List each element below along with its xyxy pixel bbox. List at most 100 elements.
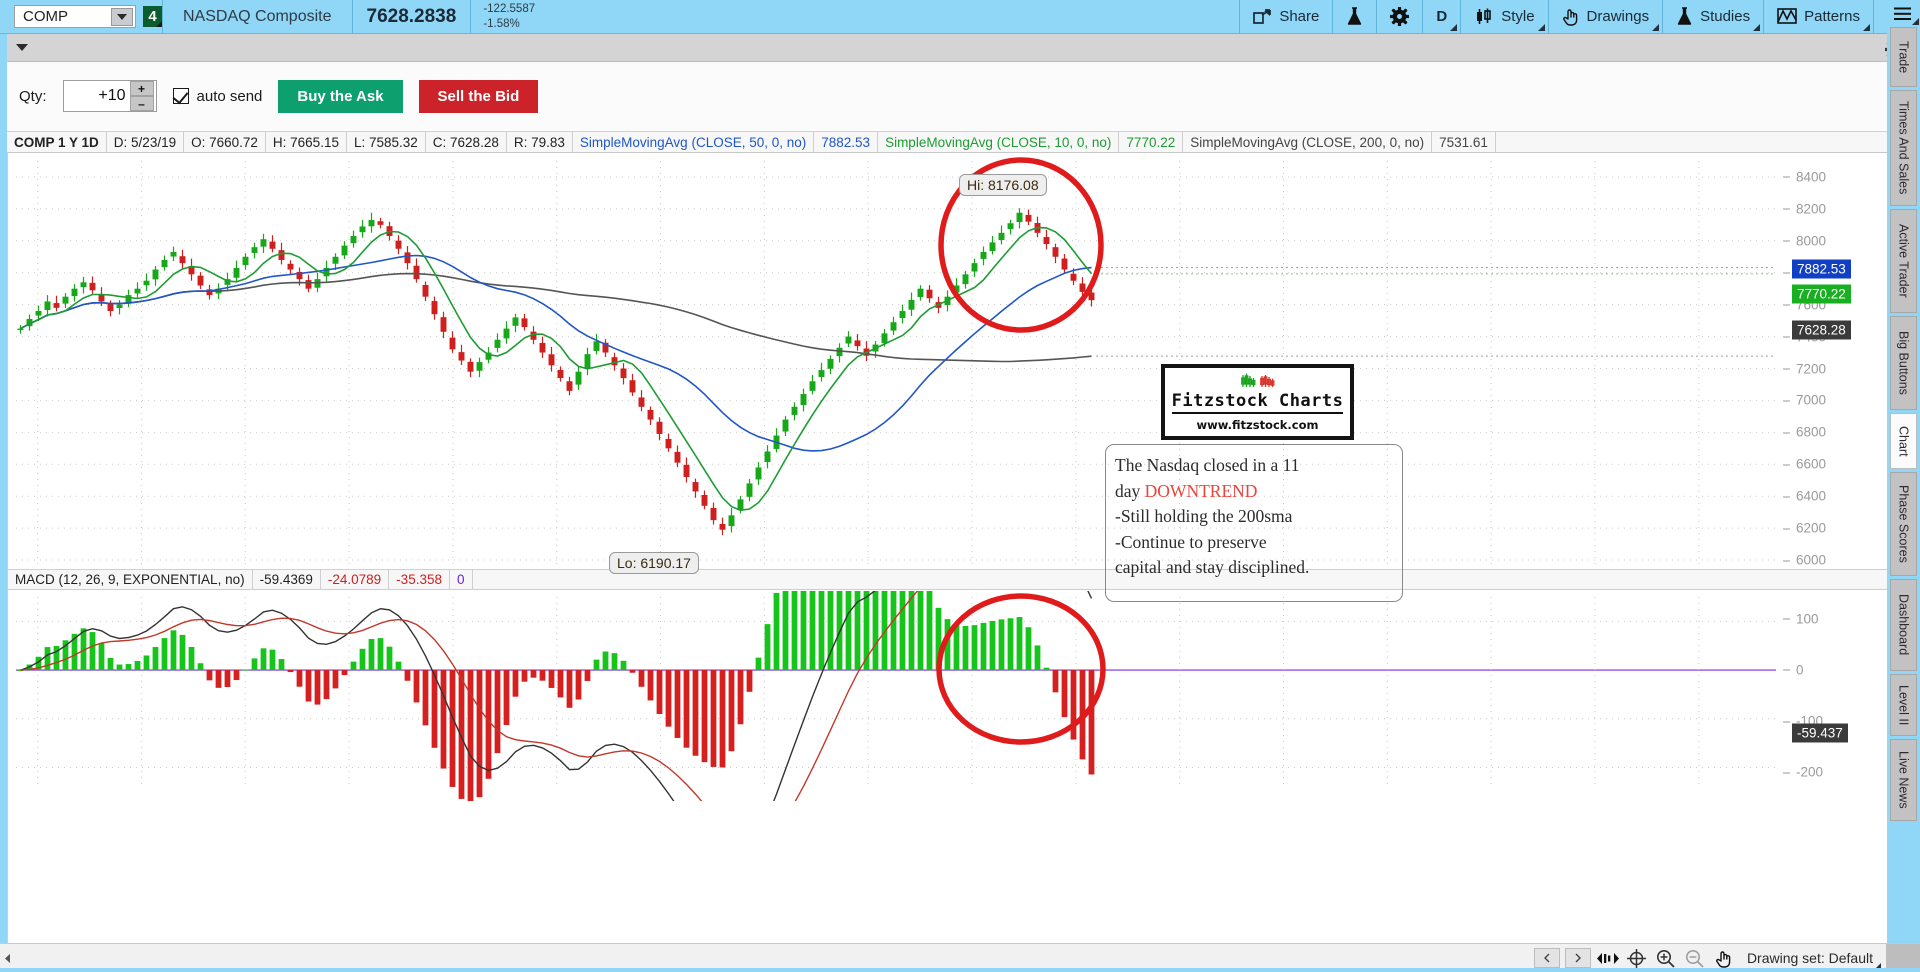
drawing-set-label[interactable]: Drawing set: Default [1741, 950, 1881, 970]
sidebar-tab-trade[interactable]: Trade [1890, 27, 1917, 87]
candle-body [530, 331, 537, 340]
pan-left-button[interactable] [1533, 948, 1560, 968]
sell-the-bid-button[interactable]: Sell the Bid [418, 79, 539, 113]
quantity-stepper[interactable]: +10 + – [62, 80, 157, 112]
macd-histogram-bar [350, 661, 357, 671]
status-bar: Drawing set: Default [0, 943, 1920, 972]
flask-tools-button[interactable] [1333, 0, 1376, 34]
macd-histogram-bar [368, 639, 375, 671]
candle-body [26, 319, 33, 327]
drawing-set-value: Drawing set: Default [1746, 950, 1873, 966]
studies-button[interactable]: Studies [1663, 0, 1763, 34]
crosshair-button[interactable] [1625, 947, 1649, 969]
scroll-left-button[interactable] [0, 944, 14, 972]
sma50-label[interactable]: SimpleMovingAvg (CLOSE, 50, 0, no) [573, 131, 815, 153]
moving-average-line [20, 254, 1092, 452]
macd-histogram-bar [44, 647, 51, 671]
sidebar-tab-active-trader[interactable]: Active Trader [1890, 209, 1917, 313]
expand-compress-button[interactable] [1596, 947, 1620, 969]
macd-histogram-bar [809, 591, 816, 671]
zoom-in-button[interactable] [1654, 947, 1678, 969]
macd-histogram-bar [161, 638, 168, 671]
sma200-label[interactable]: SimpleMovingAvg (CLOSE, 200, 0, no) [1183, 131, 1433, 153]
style-button[interactable]: Style [1461, 0, 1547, 34]
drawings-button[interactable]: Drawings [1549, 0, 1663, 34]
macd-histogram-bar [944, 619, 951, 671]
candle-body [791, 406, 798, 415]
share-button[interactable]: Share [1240, 0, 1332, 34]
chart-number-badge[interactable]: 4 [143, 6, 162, 27]
candle-body [800, 394, 807, 406]
macd-histogram-bar [1016, 617, 1023, 671]
sidebar-tab-live-news[interactable]: Live News [1890, 739, 1917, 821]
macd-histogram-bar [1034, 645, 1041, 671]
pan-right-button[interactable] [1564, 948, 1591, 968]
macd-histogram-bar [746, 670, 753, 692]
macd-histogram-bar [611, 653, 618, 671]
macd-histogram-bar [467, 670, 474, 801]
macd-histogram-bar [359, 648, 366, 671]
divider [162, 0, 163, 34]
price-axis-tick: 6600 [1782, 456, 1827, 472]
sidebar-tab-label: Active Trader [1896, 224, 1911, 298]
settings-button[interactable] [1377, 0, 1422, 34]
sidebar-menu-button[interactable] [1887, 0, 1920, 27]
patterns-button[interactable]: Patterns [1764, 0, 1873, 34]
candle-body [107, 303, 114, 312]
macd-label[interactable]: MACD (12, 26, 9, EXPONENTIAL, no) [8, 569, 253, 590]
price-axis-tick: 7000 [1782, 392, 1827, 408]
macd-histogram-bar [845, 591, 852, 671]
sidebar-tab-phase-scores[interactable]: Phase Scores [1890, 472, 1917, 576]
macd-histogram-bar [404, 670, 411, 681]
sidebar-tab-dashboard[interactable]: Dashboard [1890, 579, 1917, 671]
sidebar-tab-label: Trade [1896, 40, 1911, 74]
symbol-selector[interactable]: COMP 4 [0, 5, 162, 28]
quantity-decrement-button[interactable]: – [129, 96, 154, 111]
candle-body [197, 275, 204, 286]
candle-body [485, 352, 492, 360]
candle-body [953, 285, 960, 293]
macd-histogram-bar [62, 640, 69, 671]
hamburger-icon [1894, 7, 1911, 20]
sidebar-tab-chart[interactable]: Chart [1890, 413, 1917, 469]
macd-histogram-bar [233, 670, 240, 681]
auto-send-checkbox[interactable] [172, 88, 189, 104]
sidebar-tab-big-buttons[interactable]: Big Buttons [1890, 316, 1917, 410]
sidebar-tab-times-and-sales[interactable]: Times And Sales [1890, 90, 1917, 206]
symbol-input[interactable]: COMP [14, 5, 136, 28]
candle-body [1052, 247, 1059, 257]
zoom-out-button[interactable] [1683, 947, 1707, 969]
candle-body [764, 451, 771, 463]
macd-axis-tick: 100 [1783, 611, 1819, 627]
quantity-spinner[interactable]: + – [129, 81, 154, 111]
symbol-dropdown-button[interactable] [111, 7, 133, 26]
panel-collapse-strip[interactable] [7, 34, 1887, 62]
crosshair-icon [1627, 948, 1647, 968]
candle-body [1043, 237, 1050, 244]
resize-grip[interactable] [1886, 943, 1920, 972]
price-axis[interactable]: 8400820080007800760074007200700068006600… [1778, 153, 1888, 943]
dropdown-corner-icon [1863, 23, 1870, 31]
auto-send-checkbox-row[interactable]: auto send [172, 88, 262, 105]
macd-histogram-bar [656, 670, 663, 714]
chevron-right-icon [1575, 953, 1581, 963]
buy-the-ask-button[interactable]: Buy the Ask [278, 79, 403, 113]
macd-histogram-bar [593, 659, 600, 671]
annotation-textbox[interactable]: The Nasdaq closed in a 11 day DOWNTREND … [1105, 444, 1403, 602]
quantity-increment-button[interactable]: + [129, 81, 154, 96]
macd-chart-svg[interactable] [8, 591, 1778, 801]
hand-tool-button[interactable] [1712, 947, 1736, 969]
macd-histogram-bar [170, 630, 177, 671]
sma10-label[interactable]: SimpleMovingAvg (CLOSE, 10, 0, no) [878, 131, 1120, 153]
expand-horizontal-icon [1596, 952, 1619, 964]
drawings-label: Drawings [1586, 8, 1650, 25]
macd-histogram-bar [971, 625, 978, 671]
candle-body [539, 342, 546, 353]
timeframe-button[interactable]: D [1423, 0, 1460, 34]
macd-histogram-bar [737, 670, 744, 725]
chevron-down-icon[interactable] [16, 44, 28, 51]
macd-histogram-bar [323, 670, 330, 700]
candle-body [899, 311, 906, 318]
sidebar-tab-level-ii[interactable]: Level II [1890, 674, 1917, 736]
chart-canvas-area[interactable]: Hi: 8176.08 Lo: 6190.17 Fitzstock Charts… [7, 153, 1888, 943]
